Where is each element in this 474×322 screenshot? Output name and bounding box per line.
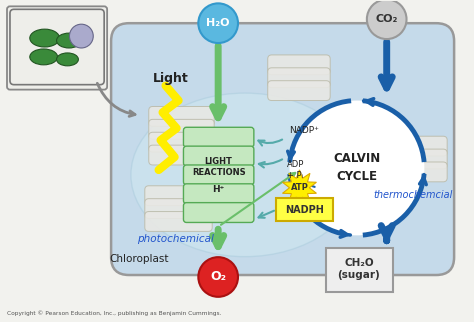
Text: Light: Light (153, 72, 189, 85)
Ellipse shape (56, 33, 82, 48)
FancyBboxPatch shape (149, 119, 214, 139)
Circle shape (70, 24, 93, 48)
Text: NADP⁺: NADP⁺ (290, 126, 319, 135)
Ellipse shape (30, 49, 57, 65)
Text: O₂: O₂ (210, 270, 226, 283)
FancyBboxPatch shape (326, 248, 392, 292)
Ellipse shape (30, 29, 60, 47)
Circle shape (198, 257, 238, 297)
Text: NADPH: NADPH (285, 204, 324, 214)
FancyBboxPatch shape (145, 212, 212, 232)
FancyBboxPatch shape (385, 162, 447, 182)
FancyBboxPatch shape (149, 145, 214, 165)
Circle shape (290, 100, 424, 235)
FancyBboxPatch shape (268, 68, 330, 88)
FancyBboxPatch shape (183, 203, 254, 223)
FancyBboxPatch shape (183, 165, 254, 185)
Text: Chloroplast: Chloroplast (109, 254, 169, 264)
FancyBboxPatch shape (145, 186, 212, 206)
Text: CALVIN
CYCLE: CALVIN CYCLE (333, 152, 381, 184)
FancyBboxPatch shape (111, 23, 454, 275)
FancyBboxPatch shape (385, 136, 447, 156)
Text: thermochemcial: thermochemcial (374, 190, 453, 200)
Ellipse shape (131, 93, 359, 257)
FancyBboxPatch shape (385, 149, 447, 169)
Text: LIGHT
REACTIONS: LIGHT REACTIONS (192, 157, 246, 177)
Text: ADP
+ Pᵢ: ADP + Pᵢ (287, 160, 304, 180)
Circle shape (198, 3, 238, 43)
Ellipse shape (56, 53, 78, 66)
FancyBboxPatch shape (268, 55, 330, 75)
Text: H₂O: H₂O (206, 18, 230, 28)
Polygon shape (283, 170, 317, 206)
FancyBboxPatch shape (268, 81, 330, 100)
Text: H⁺: H⁺ (212, 185, 225, 194)
FancyBboxPatch shape (7, 6, 107, 90)
Text: ATP: ATP (291, 183, 309, 192)
FancyBboxPatch shape (276, 198, 333, 222)
Text: CO₂: CO₂ (375, 14, 398, 24)
FancyBboxPatch shape (149, 132, 214, 152)
FancyBboxPatch shape (149, 107, 214, 126)
Text: Copyright © Pearson Education, Inc., publishing as Benjamin Cummings.: Copyright © Pearson Education, Inc., pub… (7, 311, 221, 317)
FancyBboxPatch shape (183, 184, 254, 204)
Text: photochemical: photochemical (137, 234, 214, 244)
FancyBboxPatch shape (145, 199, 212, 219)
Circle shape (367, 0, 407, 39)
FancyBboxPatch shape (183, 146, 254, 166)
FancyBboxPatch shape (183, 127, 254, 147)
Text: CH₂O
(sugar): CH₂O (sugar) (337, 258, 380, 280)
